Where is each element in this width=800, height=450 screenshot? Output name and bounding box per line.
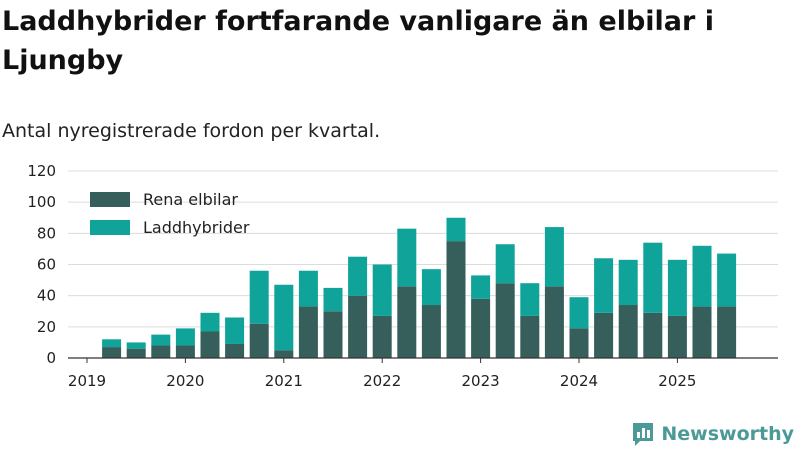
bar-laddhybrider	[348, 256, 368, 296]
bar-laddhybrider	[151, 334, 171, 346]
bar-laddhybrider	[520, 283, 540, 316]
newsworthy-logo-icon	[633, 423, 654, 446]
x-tick-label: 2023	[462, 372, 500, 390]
bar-laddhybrider	[544, 227, 564, 287]
y-tick-label: 80	[37, 224, 56, 242]
bar-rena-elbilar	[249, 323, 269, 358]
bar-rena-elbilar	[594, 312, 614, 358]
y-tick-label: 60	[37, 256, 56, 274]
bar-rena-elbilar	[102, 347, 122, 358]
bar-laddhybrider	[717, 253, 737, 307]
chart-title: Laddhybrider fortfarande vanligare än el…	[2, 6, 714, 76]
bar-rena-elbilar	[446, 241, 466, 358]
brand-logo: Newsworthy	[631, 420, 794, 448]
bar-rena-elbilar	[323, 311, 343, 358]
bar-laddhybrider	[569, 297, 589, 329]
y-tick-label: 120	[27, 162, 56, 180]
bar-rena-elbilar	[544, 286, 564, 358]
bar-laddhybrider	[421, 269, 441, 306]
bar-laddhybrider	[225, 317, 245, 344]
x-tick-label: 2021	[265, 372, 303, 390]
bar-rena-elbilar	[421, 305, 441, 358]
bar-rena-elbilar	[520, 315, 540, 358]
bar-laddhybrider	[692, 245, 712, 307]
bars	[102, 217, 737, 358]
bar-laddhybrider	[323, 287, 343, 312]
bar-rena-elbilar	[200, 331, 220, 358]
bar-rena-elbilar	[175, 345, 195, 358]
bar-rena-elbilar	[348, 295, 368, 358]
x-tick-label: 2019	[68, 372, 106, 390]
bar-laddhybrider	[126, 342, 146, 349]
bar-rena-elbilar	[618, 305, 638, 358]
legend-label: Rena elbilar	[143, 190, 238, 209]
bar-rena-elbilar	[692, 306, 712, 358]
bar-laddhybrider	[298, 270, 318, 307]
x-tick-label: 2022	[363, 372, 401, 390]
bar-rena-elbilar	[643, 312, 663, 358]
bar-rena-elbilar	[397, 286, 417, 358]
bar-laddhybrider	[397, 228, 417, 287]
y-tick-label: 40	[37, 287, 56, 305]
bar-laddhybrider	[249, 270, 269, 324]
chart-subtitle: Antal nyregistrerade fordon per kvartal.	[2, 120, 381, 142]
bar-laddhybrider	[446, 217, 466, 242]
bar-laddhybrider	[643, 242, 663, 313]
bar-rena-elbilar	[495, 283, 515, 358]
bar-laddhybrider	[667, 259, 687, 316]
bar-laddhybrider	[200, 312, 220, 332]
bar-rena-elbilar	[667, 315, 687, 358]
bar-rena-elbilar	[471, 298, 491, 358]
x-tick-label: 2024	[560, 372, 598, 390]
bar-laddhybrider	[495, 244, 515, 284]
y-tick-label: 100	[27, 193, 56, 211]
bar-rena-elbilar	[298, 306, 318, 358]
bar-rena-elbilar	[126, 348, 146, 358]
x-tick-label: 2025	[658, 372, 696, 390]
bar-rena-elbilar	[569, 328, 589, 358]
bar-laddhybrider	[274, 284, 294, 351]
legend: Rena elbilar Laddhybrider	[90, 190, 250, 237]
bar-rena-elbilar	[225, 343, 245, 358]
bar-laddhybrider	[175, 328, 195, 346]
bar-rena-elbilar	[372, 315, 392, 358]
stacked-bar-chart: 0 20 40 60 80 100 120 2019 2020 2021 2022 2023 2024 2…	[27, 162, 778, 390]
bar-rena-elbilar	[717, 306, 737, 358]
legend-swatch	[90, 192, 130, 207]
bar-laddhybrider	[102, 339, 122, 348]
legend-label: Laddhybrider	[143, 218, 250, 237]
bar-rena-elbilar	[274, 350, 294, 358]
bar-rena-elbilar	[151, 345, 171, 358]
axes: 0 20 40 60 80 100 120 2019 2020 2021 2022 2023 2024 2…	[27, 162, 778, 390]
legend-swatch	[90, 220, 130, 235]
y-tick-label: 0	[46, 349, 56, 367]
bar-laddhybrider	[618, 259, 638, 306]
brand-name: Newsworthy	[661, 423, 794, 445]
x-tick-label: 2020	[166, 372, 204, 390]
y-tick-label: 20	[37, 318, 56, 336]
bar-laddhybrider	[471, 275, 491, 299]
bar-laddhybrider	[594, 258, 614, 313]
bar-laddhybrider	[372, 264, 392, 316]
